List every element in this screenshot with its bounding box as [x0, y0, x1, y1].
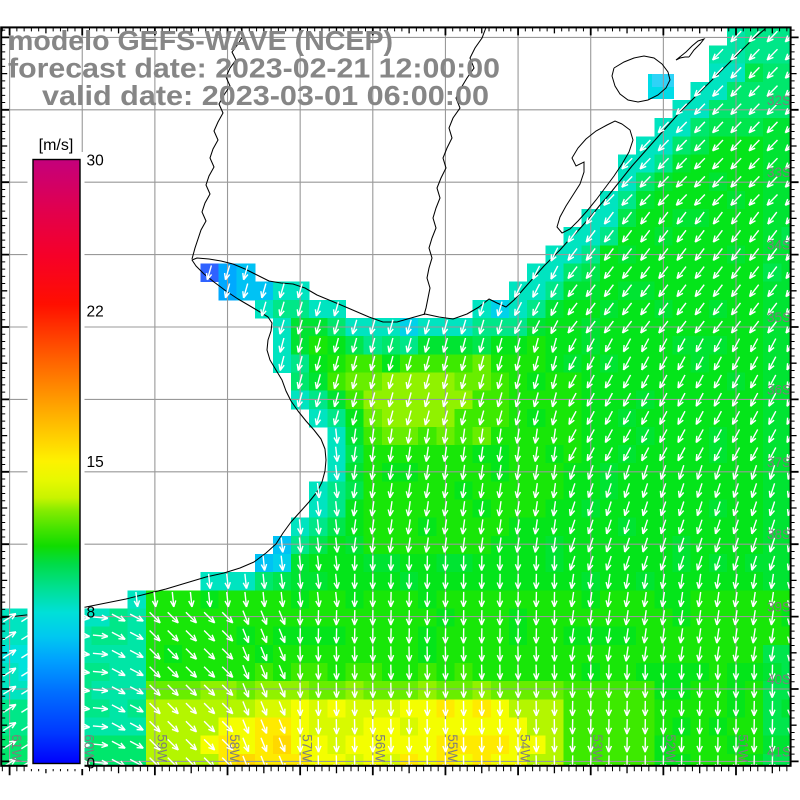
svg-text:39S: 39S — [767, 600, 791, 615]
svg-text:54W: 54W — [518, 734, 533, 762]
svg-text:22: 22 — [87, 303, 104, 320]
svg-text:38S: 38S — [767, 527, 791, 542]
svg-text:15: 15 — [87, 454, 104, 471]
svg-text:53W: 53W — [590, 734, 605, 762]
svg-text:52W: 52W — [663, 734, 678, 762]
svg-text:37S: 37S — [767, 455, 791, 470]
svg-text:modelo GEFS-WAVE (NCEP): modelo GEFS-WAVE (NCEP) — [8, 25, 393, 56]
svg-text:51W: 51W — [736, 734, 751, 762]
svg-text:40S: 40S — [767, 672, 791, 687]
svg-text:57W: 57W — [300, 734, 315, 762]
svg-text:30: 30 — [87, 153, 105, 170]
svg-text:61W: 61W — [9, 734, 24, 762]
svg-text:0: 0 — [87, 756, 96, 773]
svg-text:34S: 34S — [767, 238, 791, 253]
svg-text:60W: 60W — [82, 734, 97, 762]
svg-text:56W: 56W — [372, 734, 387, 762]
svg-text:59W: 59W — [154, 734, 169, 762]
svg-text:forecast date: 2023-02-21 12:0: forecast date: 2023-02-21 12:00:00 — [8, 53, 500, 84]
svg-text:valid date: 2023-03-01 06:00:0: valid date: 2023-03-01 06:00:00 — [42, 80, 489, 111]
svg-text:36S: 36S — [767, 382, 791, 397]
svg-text:55W: 55W — [445, 734, 460, 762]
svg-text:[m/s]: [m/s] — [39, 137, 74, 154]
svg-text:58W: 58W — [227, 734, 242, 762]
svg-text:32S: 32S — [767, 93, 791, 108]
svg-text:33S: 33S — [767, 165, 791, 180]
svg-text:8: 8 — [87, 605, 96, 622]
svg-text:35S: 35S — [767, 310, 791, 325]
svg-text:41S: 41S — [767, 744, 791, 759]
